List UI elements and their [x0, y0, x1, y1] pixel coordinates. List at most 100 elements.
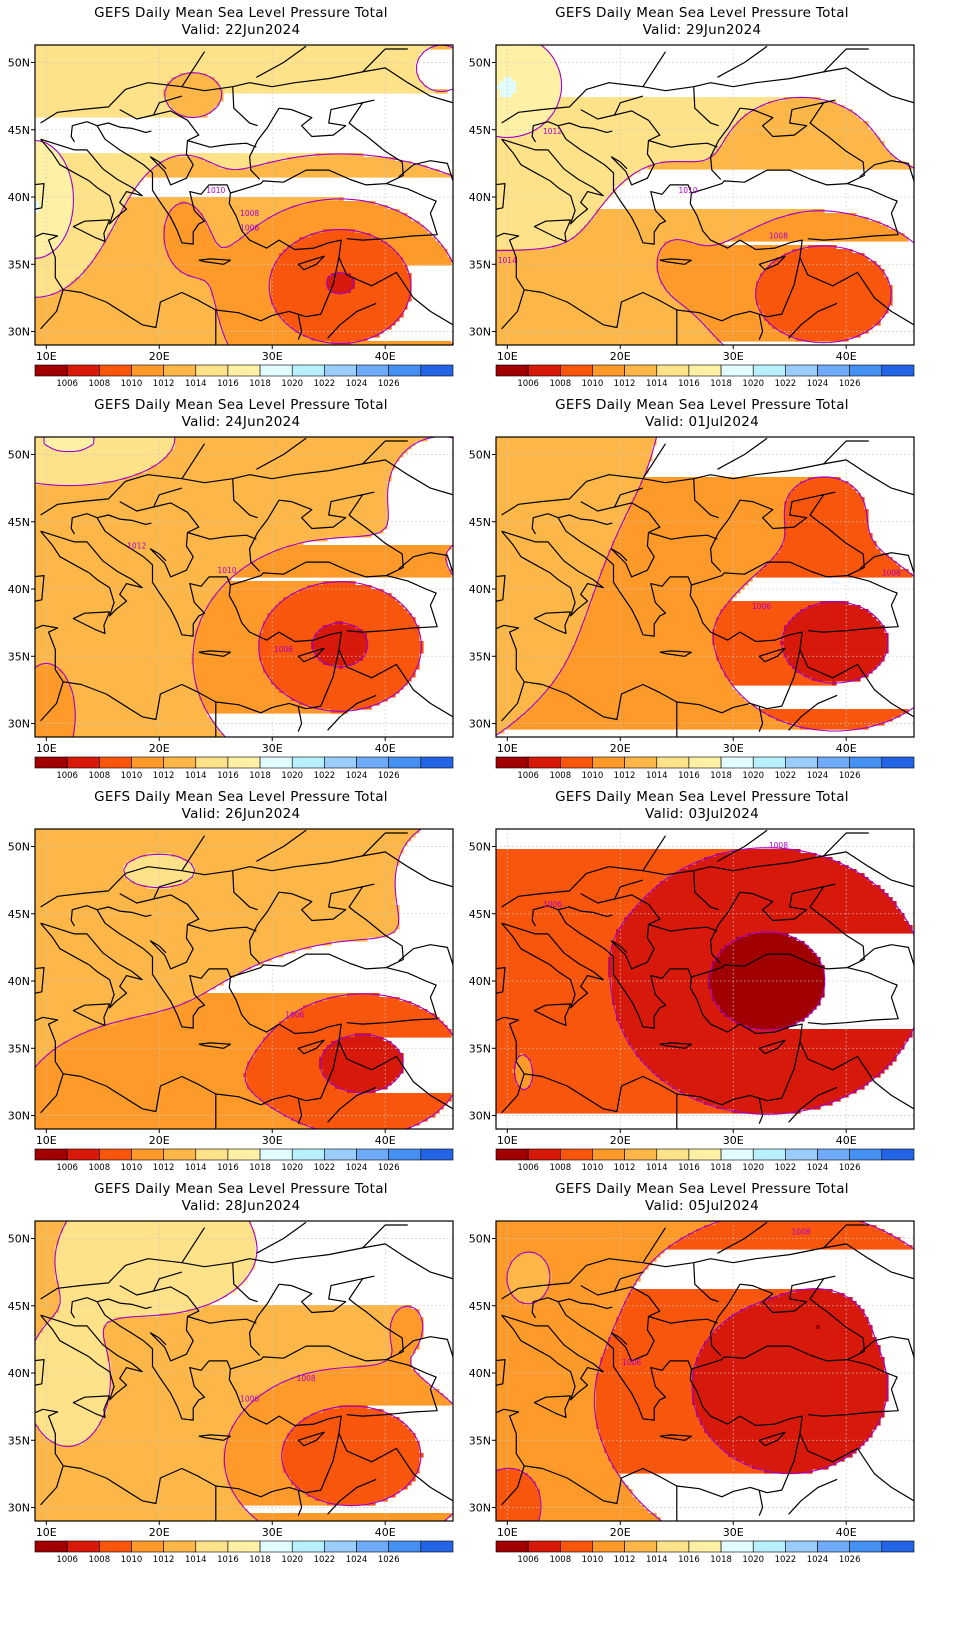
coastlines [35, 829, 453, 1129]
coastline-path [758, 1431, 786, 1447]
isobar-1008 [311, 622, 369, 668]
coastline-path [533, 611, 572, 634]
coastline-path [149, 548, 167, 562]
isobar-label: 1008 [297, 1374, 316, 1383]
coastline-path [799, 1433, 914, 1502]
colorbar-label: 1022 [775, 379, 797, 389]
isobars [496, 1221, 914, 1521]
isobar-1012 [656, 210, 914, 345]
lat-tick-label: 30N [469, 718, 491, 731]
coastline-path [610, 940, 628, 954]
colorbar: 1006 1008 1010 1012 1014 1016 1018 1020 1022 1024… [495, 1148, 915, 1173]
map-panel: GEFS Daily Mean Sea Level Pressure Total… [0, 784, 482, 1194]
isobar-1008 [609, 847, 914, 1115]
isobar-label: 1006 [622, 1358, 641, 1367]
isobar-label: 1012 [543, 127, 562, 136]
colorbar-swatch [752, 756, 786, 769]
coastline-path [232, 86, 258, 127]
colorbar-label: 1026 [378, 1163, 400, 1173]
colorbar-swatch [388, 1540, 422, 1553]
colorbar-label: 1012 [153, 1163, 175, 1173]
colorbar-label: 1006 [56, 1555, 78, 1565]
lon-tick-label: 30E [262, 1526, 283, 1539]
coastline-path [40, 681, 64, 722]
colorbar-label: 1024 [807, 1163, 829, 1173]
isobar-label: 1008 [791, 1227, 810, 1236]
coastline-path [758, 1489, 764, 1516]
colorbar-label: 1012 [614, 1163, 636, 1173]
coastline-path [72, 1395, 111, 1418]
colorbar-swatch [420, 364, 454, 377]
coastline-path [40, 67, 453, 124]
panel-valid-date: Valid: 05Jul2024 [645, 1198, 759, 1214]
isobars [35, 437, 453, 737]
coastline-path [610, 1332, 628, 1346]
colorbar-label: 1014 [185, 379, 207, 389]
panel-title: GEFS Daily Mean Sea Level Pressure Total [555, 5, 849, 21]
colorbar-swatch [99, 1148, 132, 1161]
isobar-1010 [281, 1405, 422, 1507]
colorbar-label: 1006 [517, 1555, 539, 1565]
isobar-1012 [35, 437, 453, 737]
colorbar-label: 1024 [346, 379, 368, 389]
colorbar-swatch [388, 364, 422, 377]
colorbar-label: 1008 [549, 379, 571, 389]
colorbar-swatch [881, 1540, 915, 1553]
coastline-path [648, 1315, 718, 1324]
lon-tick-label: 20E [610, 1134, 631, 1147]
colorbar-label: 1010 [582, 1555, 604, 1565]
colorbar-swatch [291, 364, 325, 377]
coastline-path [823, 48, 869, 73]
lon-tick-label: 20E [610, 1526, 631, 1539]
colorbar-swatch [131, 1148, 164, 1161]
coastlines [35, 437, 453, 737]
graticule [496, 1221, 914, 1521]
colorbar-label: 1018 [249, 771, 271, 781]
panel-title: GEFS Daily Mean Sea Level Pressure Total [94, 1181, 388, 1197]
colorbar-label: 1010 [582, 1163, 604, 1173]
coastline-path [547, 1297, 692, 1421]
lon-tick-label: 40E [836, 350, 857, 363]
coastline-path [693, 1262, 719, 1303]
colorbar-swatch [785, 1540, 818, 1553]
coastline-path [181, 443, 206, 480]
coastline-path [149, 1332, 167, 1346]
colorbar-label: 1020 [742, 379, 764, 389]
coastline-path [297, 1097, 303, 1124]
coastline-path [531, 513, 549, 535]
coastline-path [187, 139, 257, 148]
coastline-path [717, 437, 768, 470]
colorbar-swatch [66, 756, 100, 769]
lat-tick-label: 45N [469, 124, 491, 137]
coastline-path [557, 122, 613, 133]
colorbar: 1006 1008 1010 1012 1014 1016 1018 1020 1022 1024… [495, 364, 915, 389]
colorbar-swatch [227, 364, 261, 377]
coastline-path [338, 1041, 453, 1110]
colorbar-label: 1024 [807, 1555, 829, 1565]
colorbar-swatch [324, 1148, 357, 1161]
lat-tick-label: 45N [8, 908, 30, 921]
panel-valid-date: Valid: 26Jun2024 [181, 806, 301, 822]
colorbar-swatch [420, 1540, 454, 1553]
colorbar-label: 1016 [217, 1163, 239, 1173]
colorbar-label: 1026 [839, 1163, 861, 1173]
coastline-path [693, 870, 719, 911]
coastline-path [398, 160, 453, 182]
coastline-path [501, 851, 914, 908]
coastline-path [501, 459, 914, 516]
coastline-path [691, 99, 865, 194]
pressure-shading [35, 829, 452, 1129]
colorbar-swatch [624, 364, 658, 377]
coastline-path [362, 440, 408, 465]
colorbar: 1006 1008 1010 1012 1014 1016 1018 1020 1022 1024… [34, 756, 454, 781]
lon-tick-label: 20E [610, 350, 631, 363]
colorbar-swatch [259, 1540, 293, 1553]
colorbar-swatch [656, 1540, 690, 1553]
lat-tick-label: 30N [8, 1110, 30, 1123]
colorbar-swatch [131, 364, 164, 377]
colorbar-swatch [259, 364, 293, 377]
colorbar-swatch [785, 756, 818, 769]
colorbar-label: 1020 [281, 1555, 303, 1565]
coastline-path [35, 192, 342, 329]
lat-tick-label: 50N [8, 840, 30, 853]
